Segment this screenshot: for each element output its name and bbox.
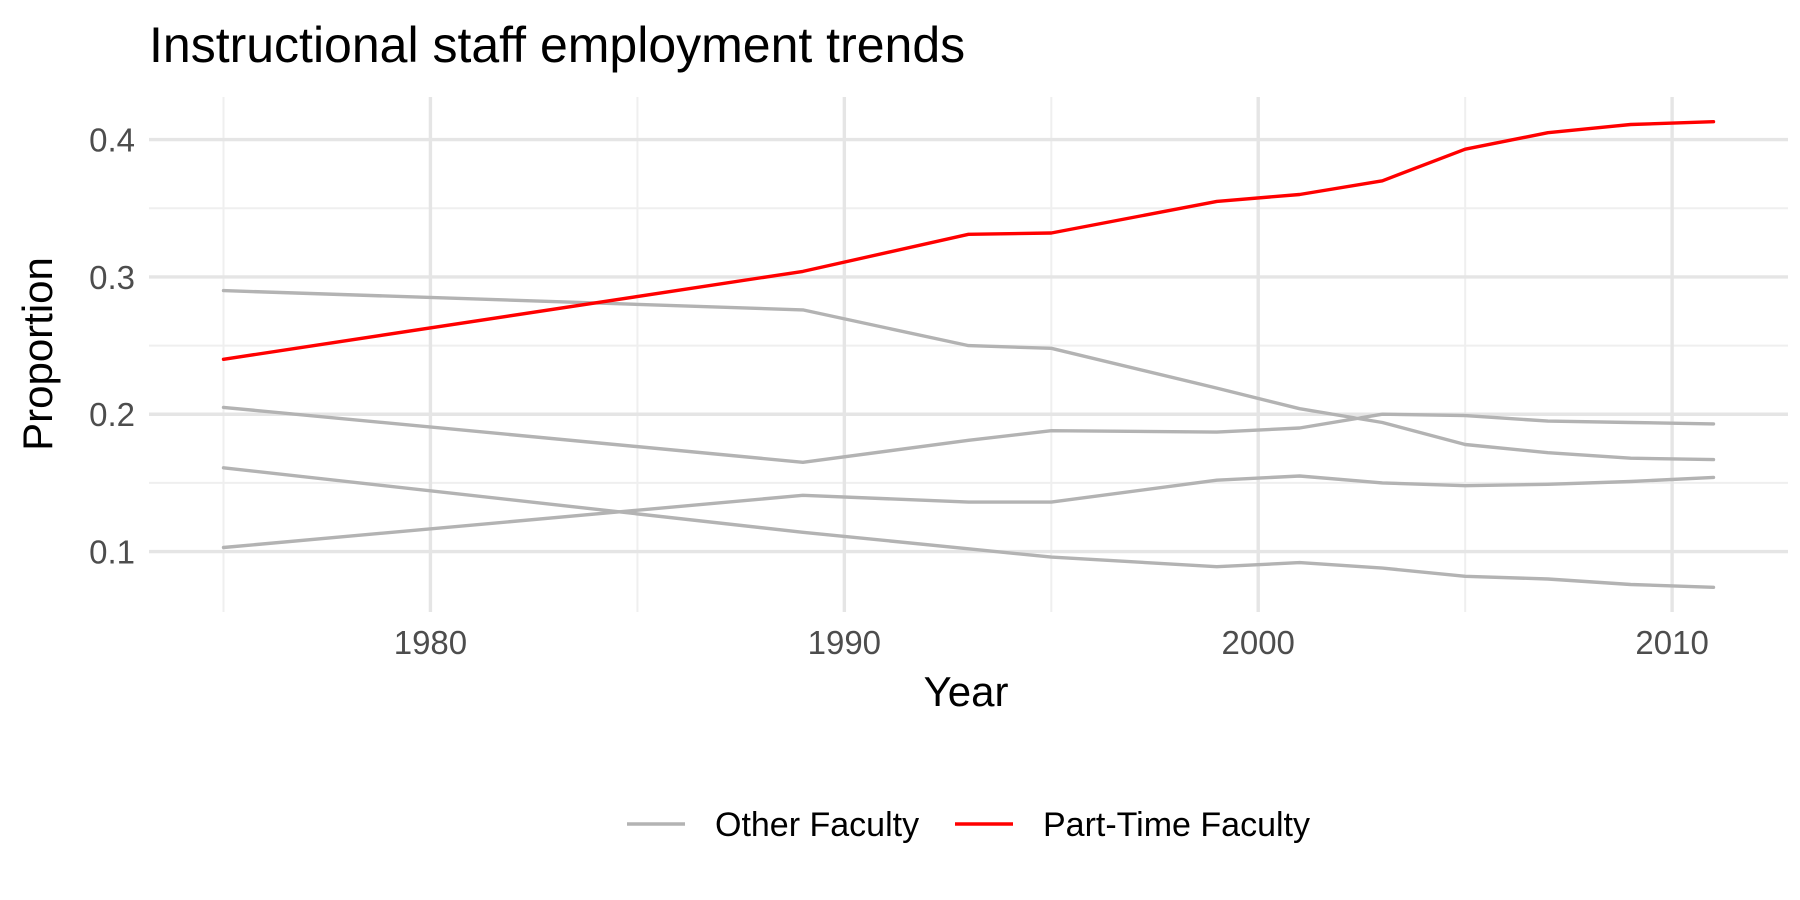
y-tick-label: 0.1 — [89, 534, 135, 571]
x-tick-label: 1980 — [394, 624, 467, 661]
legend-item-part-time-faculty: Part-Time Faculty — [955, 806, 1310, 844]
legend-label: Other Faculty — [715, 806, 919, 844]
x-tick-label: 2010 — [1635, 624, 1708, 661]
x-axis-ticks: 1980 1990 2000 2010 — [394, 624, 1709, 661]
y-axis-ticks: 0.1 0.2 0.3 0.4 — [89, 122, 135, 571]
legend: Other Faculty Part-Time Faculty — [627, 806, 1310, 844]
series-line-other-faculty-2 — [221, 405, 1716, 464]
x-axis-title: Year — [924, 668, 1009, 715]
y-axis-title: Proportion — [14, 257, 61, 451]
series-line-part-time-faculty-5 — [221, 119, 1716, 361]
series-line-other-faculty-4 — [221, 466, 1716, 589]
series-lines — [221, 119, 1716, 589]
x-tick-label: 2000 — [1222, 624, 1295, 661]
y-tick-label: 0.4 — [89, 122, 135, 159]
y-tick-label: 0.2 — [89, 396, 135, 433]
x-tick-label: 1990 — [808, 624, 881, 661]
series-line-other-faculty-3 — [221, 474, 1716, 550]
y-tick-label: 0.3 — [89, 259, 135, 296]
series-line-other-faculty-1 — [221, 288, 1716, 462]
legend-label: Part-Time Faculty — [1043, 806, 1310, 844]
grid — [149, 97, 1788, 612]
legend-item-other-faculty: Other Faculty — [627, 806, 919, 844]
chart-title: Instructional staff employment trends — [149, 17, 965, 73]
